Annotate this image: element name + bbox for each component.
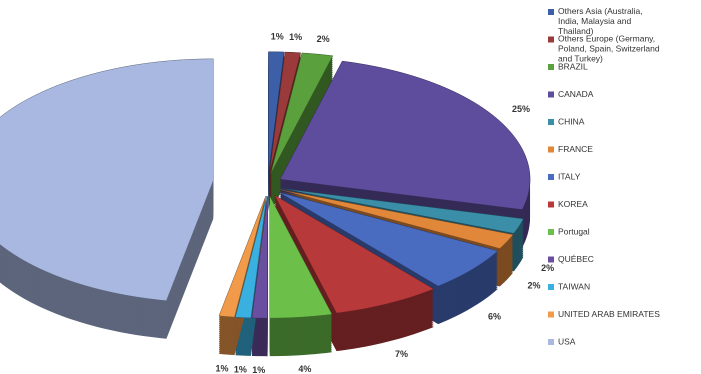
legend-swatch (548, 64, 554, 70)
pie-tops (0, 51, 531, 319)
data-label: 1% (271, 32, 284, 42)
legend-label: TAIWAN (558, 281, 590, 291)
slice (218, 195, 267, 318)
slice (0, 58, 214, 301)
legend-swatch (548, 201, 554, 208)
legend-label: CHINA (558, 116, 585, 126)
slice (281, 188, 524, 234)
legend-label: Portugal (558, 226, 590, 236)
slice (268, 51, 285, 174)
data-label: 6% (488, 312, 501, 322)
data-label: 1% (234, 365, 247, 374)
slice (279, 60, 531, 210)
legend-swatch (548, 174, 554, 180)
slice (269, 51, 301, 174)
legend-label: BRAZIL (558, 61, 588, 71)
legend-swatch (548, 91, 554, 98)
legend-swatch (548, 36, 554, 43)
legend-swatch (548, 229, 554, 235)
slice (251, 196, 268, 319)
slice (273, 194, 435, 314)
data-label: 2% (528, 280, 541, 290)
legend-label: Others Europe (Germany, Poland, Spain, Sw… (558, 34, 660, 64)
data-label: 1% (216, 363, 229, 373)
data-label: 7% (395, 349, 408, 359)
legend-label: QUÉBEC (558, 254, 594, 264)
legend-swatch (548, 311, 554, 318)
legend-label: USA (558, 336, 576, 346)
slice (280, 189, 514, 249)
slice (269, 195, 333, 319)
data-label: 25% (512, 104, 530, 114)
slice-side (269, 54, 301, 176)
legend-swatch (548, 119, 554, 125)
legend-swatch (548, 146, 554, 153)
data-label: 2% (317, 34, 330, 44)
data-label: 2% (541, 263, 554, 273)
data-label: 1% (289, 32, 302, 42)
slice-side (269, 56, 301, 178)
legend-swatch (548, 9, 554, 15)
data-label: 1% (252, 365, 265, 374)
legend-label: KOREA (558, 199, 588, 209)
legend-swatch (548, 284, 554, 290)
slice (270, 52, 334, 175)
legend-swatch (548, 256, 554, 263)
legend-label: CANADA (558, 89, 594, 99)
legend-label: UNITED ARAB EMIRATES (558, 309, 660, 319)
legend-label: ITALY (558, 171, 581, 181)
legend-swatch (548, 339, 554, 345)
slice (235, 196, 267, 319)
legend-label: FRANCE (558, 144, 593, 154)
slice (278, 191, 499, 287)
legend-label: Others Asia (Australia, India, Malaysia a… (558, 6, 643, 36)
data-label: 4% (298, 364, 311, 374)
